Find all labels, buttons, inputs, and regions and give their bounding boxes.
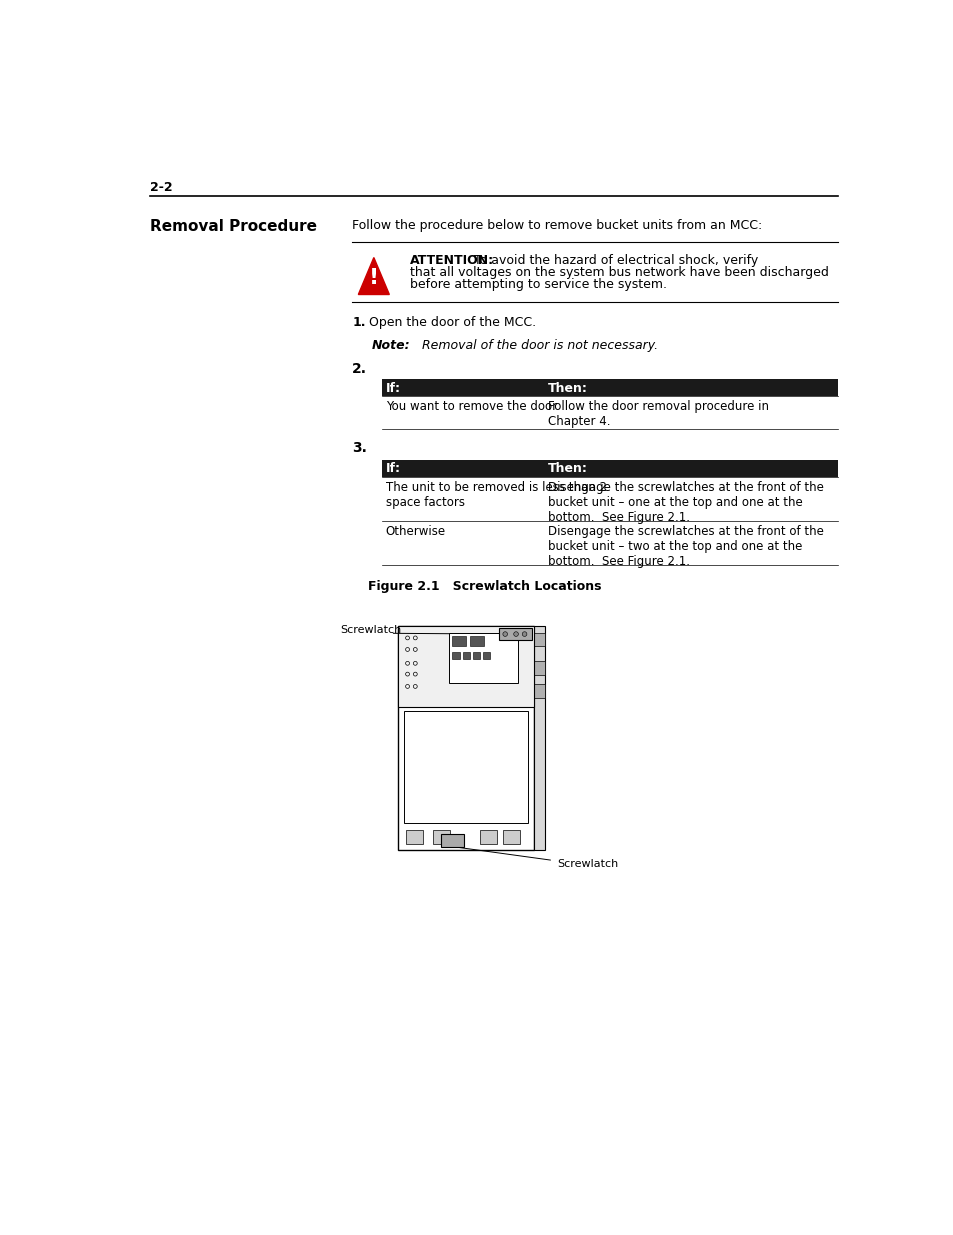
Text: Then:: Then: <box>548 382 587 394</box>
Bar <box>479 830 497 845</box>
Text: The unit to be removed is less than 2
space factors: The unit to be removed is less than 2 sp… <box>385 480 606 509</box>
Bar <box>397 626 534 850</box>
Bar <box>534 626 544 850</box>
Polygon shape <box>358 258 389 294</box>
Text: Figure 2.1   Screwlatch Locations: Figure 2.1 Screwlatch Locations <box>368 580 600 593</box>
Text: Screwlatch: Screwlatch <box>557 858 618 868</box>
Text: Disengage the screwlatches at the front of the
bucket unit – two at the top and : Disengage the screwlatches at the front … <box>548 525 823 568</box>
Text: Then:: Then: <box>548 462 587 475</box>
Circle shape <box>502 632 507 636</box>
Text: 1.: 1. <box>352 316 365 329</box>
Text: Removal Procedure: Removal Procedure <box>151 219 317 235</box>
Text: Note:: Note: <box>371 340 410 352</box>
Text: 3.: 3. <box>352 441 367 454</box>
Text: Disengage the screwlatches at the front of the
bucket unit – one at the top and : Disengage the screwlatches at the front … <box>548 480 823 524</box>
Bar <box>534 684 544 698</box>
Bar <box>397 626 534 708</box>
Text: Removal of the door is not necessary.: Removal of the door is not necessary. <box>414 340 658 352</box>
Bar <box>406 830 422 845</box>
Bar <box>498 627 531 640</box>
Text: Open the door of the MCC.: Open the door of the MCC. <box>369 316 536 329</box>
Circle shape <box>513 632 517 636</box>
Bar <box>448 632 517 683</box>
Text: You want to remove the door: You want to remove the door <box>385 400 557 412</box>
Bar <box>502 830 519 845</box>
Bar <box>452 652 459 658</box>
Text: 2.: 2. <box>352 362 367 377</box>
Text: Screwlatch: Screwlatch <box>340 625 401 635</box>
Bar <box>462 652 470 658</box>
Bar <box>452 636 466 646</box>
Bar <box>472 652 480 658</box>
Text: If:: If: <box>385 462 400 475</box>
Bar <box>534 661 544 674</box>
Bar <box>404 711 527 823</box>
Bar <box>381 461 837 477</box>
Text: 2-2: 2-2 <box>151 180 172 194</box>
Text: !: ! <box>369 268 378 288</box>
Text: Follow the procedure below to remove bucket units from an MCC:: Follow the procedure below to remove buc… <box>352 219 761 232</box>
Bar <box>433 830 450 845</box>
Text: that all voltages on the system bus network have been discharged: that all voltages on the system bus netw… <box>410 266 828 279</box>
Text: If:: If: <box>385 382 400 394</box>
Bar <box>440 835 464 846</box>
Bar <box>482 652 490 658</box>
Text: Otherwise: Otherwise <box>385 525 445 537</box>
Text: Follow the door removal procedure in
Chapter 4.: Follow the door removal procedure in Cha… <box>548 400 768 429</box>
Bar <box>534 632 544 646</box>
Circle shape <box>521 632 526 636</box>
Bar <box>470 636 484 646</box>
Bar <box>381 379 837 396</box>
Text: To avoid the hazard of electrical shock, verify: To avoid the hazard of electrical shock,… <box>466 253 758 267</box>
Text: ATTENTION:: ATTENTION: <box>410 253 494 267</box>
Text: before attempting to service the system.: before attempting to service the system. <box>410 278 666 291</box>
